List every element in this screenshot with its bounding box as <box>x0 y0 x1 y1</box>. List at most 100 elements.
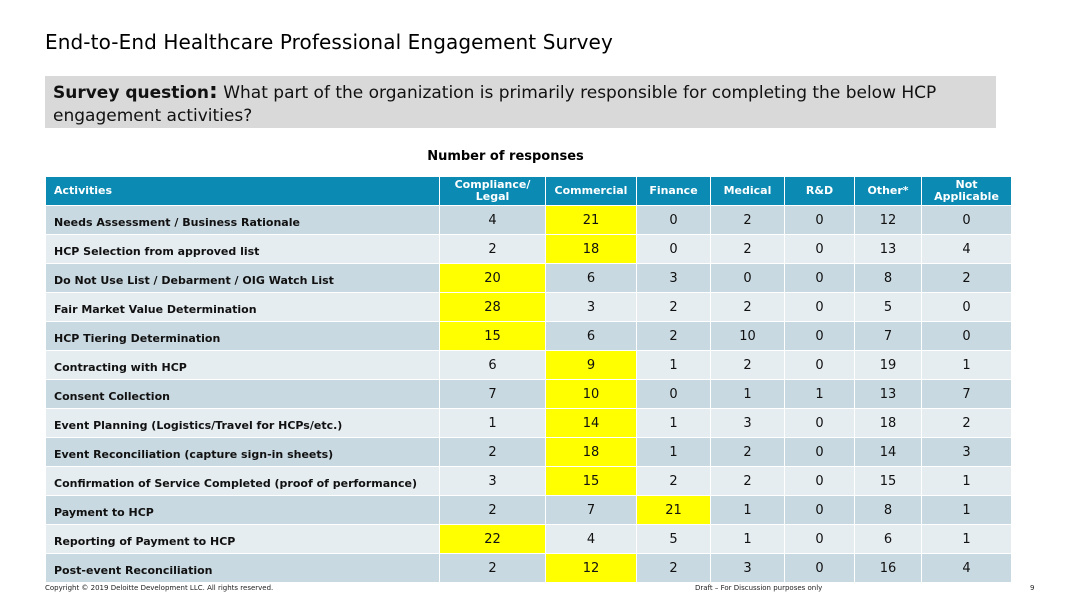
copyright-text: Copyright © 2019 Deloitte Development LL… <box>45 584 274 592</box>
activity-cell: Fair Market Value Determination <box>45 292 440 322</box>
value-cell: 6 <box>854 524 922 554</box>
value-cell: 2 <box>439 234 546 264</box>
value-cell: 2 <box>439 553 546 583</box>
activity-cell: Reporting of Payment to HCP <box>45 524 440 554</box>
highlighted-value-cell: 12 <box>545 553 637 583</box>
value-cell: 4 <box>921 553 1012 583</box>
value-cell: 7 <box>921 379 1012 409</box>
value-cell: 14 <box>854 437 922 467</box>
activity-cell: Event Reconciliation (capture sign-in sh… <box>45 437 440 467</box>
value-cell: 0 <box>636 205 711 235</box>
value-cell: 0 <box>636 234 711 264</box>
value-cell: 7 <box>854 321 922 351</box>
value-cell: 0 <box>784 321 855 351</box>
draft-notice: Draft – For Discussion purposes only <box>695 584 823 592</box>
value-cell: 0 <box>710 263 785 293</box>
value-cell: 13 <box>854 379 922 409</box>
value-cell: 18 <box>854 408 922 438</box>
value-cell: 6 <box>439 350 546 380</box>
survey-question-label: Survey question <box>53 83 209 103</box>
table-row: Needs Assessment / Business Rationale 4 21… <box>45 205 1012 235</box>
activity-cell: Do Not Use List / Debarment / OIG Watch … <box>45 263 440 293</box>
value-cell: 1 <box>439 408 546 438</box>
value-cell: 1 <box>784 379 855 409</box>
value-cell: 1 <box>710 379 785 409</box>
value-cell: 3 <box>636 263 711 293</box>
highlighted-value-cell: 14 <box>545 408 637 438</box>
survey-question-colon: : <box>209 79 218 104</box>
activity-cell: Consent Collection <box>45 379 440 409</box>
column-header: Medical <box>710 176 785 206</box>
value-cell: 1 <box>921 495 1012 525</box>
table-row: Fair Market Value Determination 28 3 2 2 0 5 0 <box>45 292 1012 322</box>
value-cell: 4 <box>439 205 546 235</box>
value-cell: 2 <box>710 466 785 496</box>
value-cell: 2 <box>636 321 711 351</box>
highlighted-value-cell: 21 <box>545 205 637 235</box>
value-cell: 19 <box>854 350 922 380</box>
value-cell: 2 <box>636 466 711 496</box>
highlighted-value-cell: 20 <box>439 263 546 293</box>
table-row: Confirmation of Service Completed (proof… <box>45 466 1012 496</box>
column-header: R&D <box>784 176 855 206</box>
value-cell: 1 <box>710 495 785 525</box>
value-cell: 2 <box>710 234 785 264</box>
value-cell: 0 <box>784 408 855 438</box>
value-cell: 12 <box>854 205 922 235</box>
table-row: Event Planning (Logistics/Travel for HCP… <box>45 408 1012 438</box>
value-cell: 0 <box>784 524 855 554</box>
value-cell: 2 <box>439 495 546 525</box>
value-cell: 0 <box>784 205 855 235</box>
table-header-row: Activities Compliance/ Legal Commercial Fin… <box>45 176 1012 206</box>
value-cell: 5 <box>636 524 711 554</box>
column-header: Compliance/ Legal <box>439 176 546 206</box>
value-cell: 0 <box>784 495 855 525</box>
table-row: HCP Tiering Determination 15 6 2 10 0 7 0 <box>45 321 1012 351</box>
value-cell: 1 <box>710 524 785 554</box>
value-cell: 0 <box>784 234 855 264</box>
activity-cell: Post-event Reconciliation <box>45 553 440 583</box>
value-cell: 0 <box>784 466 855 496</box>
responses-table: Activities Compliance/ Legal Commercial Fin… <box>45 176 1012 583</box>
value-cell: 0 <box>784 263 855 293</box>
table-caption: Number of responses <box>0 149 1011 164</box>
value-cell: 0 <box>921 205 1012 235</box>
value-cell: 2 <box>710 350 785 380</box>
value-cell: 7 <box>439 379 546 409</box>
activity-cell: Contracting with HCP <box>45 350 440 380</box>
table-row: Post-event Reconciliation 2 12 2 3 0 16 4 <box>45 553 1012 583</box>
table-caption-text: Number of responses <box>427 149 584 164</box>
value-cell: 1 <box>636 437 711 467</box>
highlighted-value-cell: 10 <box>545 379 637 409</box>
activity-cell: HCP Tiering Determination <box>45 321 440 351</box>
table-row: Event Reconciliation (capture sign-in sh… <box>45 437 1012 467</box>
value-cell: 8 <box>854 495 922 525</box>
value-cell: 4 <box>545 524 637 554</box>
table-row: Consent Collection 7 10 0 1 1 13 7 <box>45 379 1012 409</box>
value-cell: 5 <box>854 292 922 322</box>
table-body: Needs Assessment / Business Rationale 4 21… <box>45 205 1012 583</box>
value-cell: 3 <box>439 466 546 496</box>
value-cell: 0 <box>921 292 1012 322</box>
value-cell: 3 <box>921 437 1012 467</box>
column-header: Not Applicable <box>921 176 1012 206</box>
value-cell: 2 <box>710 437 785 467</box>
survey-question-box: Survey question: What part of the organi… <box>45 76 996 128</box>
column-header: Activities <box>45 176 440 206</box>
value-cell: 2 <box>636 292 711 322</box>
value-cell: 2 <box>710 205 785 235</box>
highlighted-value-cell: 15 <box>545 466 637 496</box>
value-cell: 2 <box>439 437 546 467</box>
value-cell: 2 <box>921 408 1012 438</box>
value-cell: 13 <box>854 234 922 264</box>
value-cell: 0 <box>784 437 855 467</box>
highlighted-value-cell: 15 <box>439 321 546 351</box>
column-header: Commercial <box>545 176 637 206</box>
value-cell: 3 <box>710 553 785 583</box>
value-cell: 1 <box>636 350 711 380</box>
survey-question-text: What part of the organization is primari… <box>53 83 937 126</box>
table-row: Reporting of Payment to HCP 22 4 5 1 0 6 1 <box>45 524 1012 554</box>
value-cell: 6 <box>545 321 637 351</box>
value-cell: 3 <box>545 292 637 322</box>
value-cell: 6 <box>545 263 637 293</box>
